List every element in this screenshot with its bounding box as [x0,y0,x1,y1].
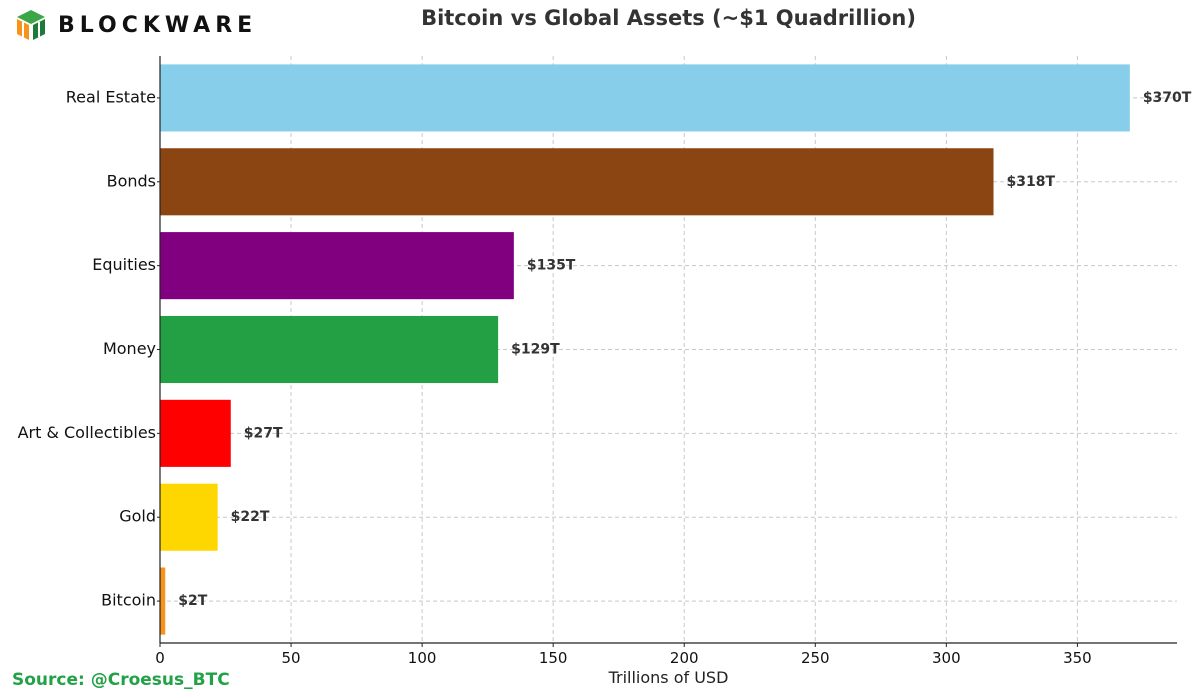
x-tick-label: 350 [1063,649,1092,667]
category-label: Money [103,339,156,358]
bar [160,483,218,551]
x-tick-label: 200 [670,649,699,667]
data-label: $2T [178,593,207,609]
data-label: $318T [1007,174,1056,190]
category-label: Bonds [107,171,156,190]
category-label: Art & Collectibles [18,423,156,442]
bar [160,567,166,635]
x-tick-label: 50 [282,649,301,667]
x-tick-label: 250 [801,649,830,667]
brand-name: BLOCKWARE [58,12,258,38]
brand: BLOCKWARE [14,8,257,42]
data-label: $135T [527,258,576,274]
bar [160,399,231,467]
x-tick-label: 150 [539,649,568,667]
data-label: $129T [511,342,560,358]
x-tick-label: 300 [932,649,961,667]
data-label: $370T [1143,90,1192,106]
bar [160,315,499,384]
x-axis-label: Trillions of USD [608,668,729,687]
x-tick-label: 100 [408,649,437,667]
bar [160,148,994,216]
category-label: Equities [92,255,156,274]
data-label: $27T [244,425,283,441]
category-label: Bitcoin [101,591,156,610]
source-credit: Source: @Croesus_BTC [12,670,230,690]
bar [160,64,1130,132]
bar [160,232,514,300]
category-label: Real Estate [66,87,156,106]
x-tick-label: 0 [155,649,165,667]
chart-title: Bitcoin vs Global Assets (~$1 Quadrillio… [421,6,916,30]
blockware-logo-icon [17,10,45,40]
category-label: Gold [119,507,156,526]
data-label: $22T [231,509,270,525]
